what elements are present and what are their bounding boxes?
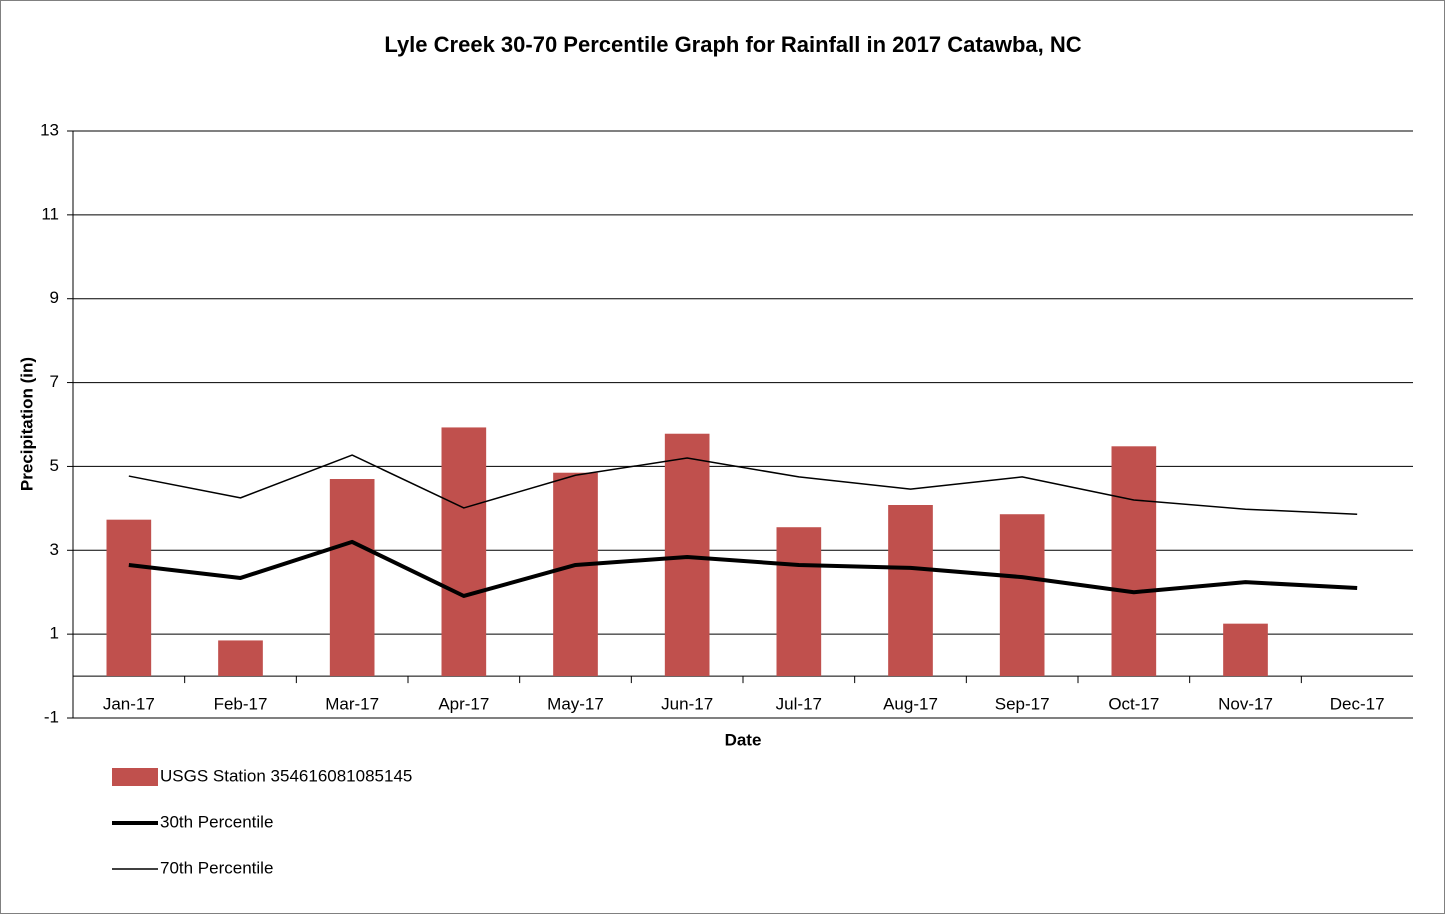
x-tick-label: Jul-17	[776, 695, 822, 714]
x-tick-label: Oct-17	[1108, 695, 1159, 714]
bar	[553, 472, 598, 677]
x-tick-label: Mar-17	[325, 695, 379, 714]
x-tick-label: May-17	[547, 695, 604, 714]
legend-swatch	[112, 768, 158, 786]
x-tick-label: Apr-17	[438, 695, 489, 714]
bar	[1223, 623, 1268, 677]
bar	[441, 427, 487, 677]
x-tick-label: Dec-17	[1330, 695, 1385, 714]
y-tick-label: 1	[50, 624, 59, 643]
line-series	[128, 539, 1358, 598]
y-tick-label: -1	[44, 707, 59, 726]
line-series	[128, 454, 1358, 515]
bar	[1111, 446, 1157, 677]
x-tick-label: Sep-17	[995, 695, 1050, 714]
y-tick-label: 13	[40, 120, 59, 139]
y-tick-label: 3	[50, 540, 59, 559]
x-tick-label: Feb-17	[214, 695, 268, 714]
y-tick-label: 9	[50, 288, 59, 307]
y-tick-label: 7	[50, 372, 59, 391]
y-tick-label: 11	[41, 204, 59, 223]
legend-label: USGS Station 354616081085145	[160, 766, 412, 785]
bar	[106, 519, 152, 677]
bar	[776, 527, 822, 677]
y-axis-label: Precipitation (in)	[17, 357, 36, 491]
bar	[888, 505, 933, 677]
chart-title: Lyle Creek 30-70 Percentile Graph for Ra…	[384, 32, 1081, 57]
bar	[999, 514, 1045, 677]
x-tick-label: Nov-17	[1218, 695, 1273, 714]
y-tick-label: 5	[50, 456, 59, 475]
bar	[329, 479, 375, 677]
legend-label: 70th Percentile	[160, 858, 273, 877]
x-tick-label: Jun-17	[661, 695, 713, 714]
bar	[664, 433, 710, 677]
bar	[218, 640, 263, 677]
x-axis-label: Date	[725, 730, 762, 749]
legend-label: 30th Percentile	[160, 812, 273, 831]
x-tick-label: Jan-17	[103, 695, 155, 714]
x-tick-label: Aug-17	[883, 695, 938, 714]
